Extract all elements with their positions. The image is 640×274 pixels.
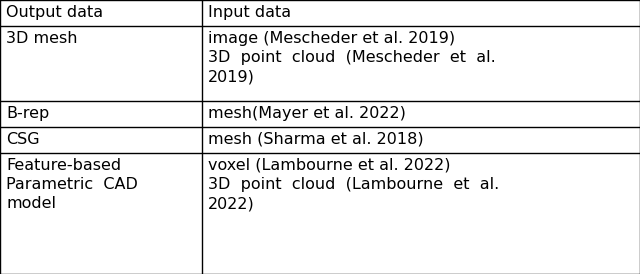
Text: Feature-based
Parametric  CAD
model: Feature-based Parametric CAD model — [6, 158, 138, 212]
Text: 3D mesh: 3D mesh — [6, 31, 77, 46]
Text: B-rep: B-rep — [6, 106, 49, 121]
Text: voxel (Lambourne et al. 2022)
3D  point  cloud  (Lambourne  et  al.
2022): voxel (Lambourne et al. 2022) 3D point c… — [207, 158, 499, 212]
Text: CSG: CSG — [6, 132, 40, 147]
Text: image (Mescheder et al. 2019)
3D  point  cloud  (Mescheder  et  al.
2019): image (Mescheder et al. 2019) 3D point c… — [207, 31, 495, 84]
Text: mesh (Sharma et al. 2018): mesh (Sharma et al. 2018) — [207, 132, 423, 147]
Text: Output data: Output data — [6, 5, 103, 20]
Text: mesh(Mayer et al. 2022): mesh(Mayer et al. 2022) — [207, 106, 406, 121]
Text: Input data: Input data — [207, 5, 291, 20]
